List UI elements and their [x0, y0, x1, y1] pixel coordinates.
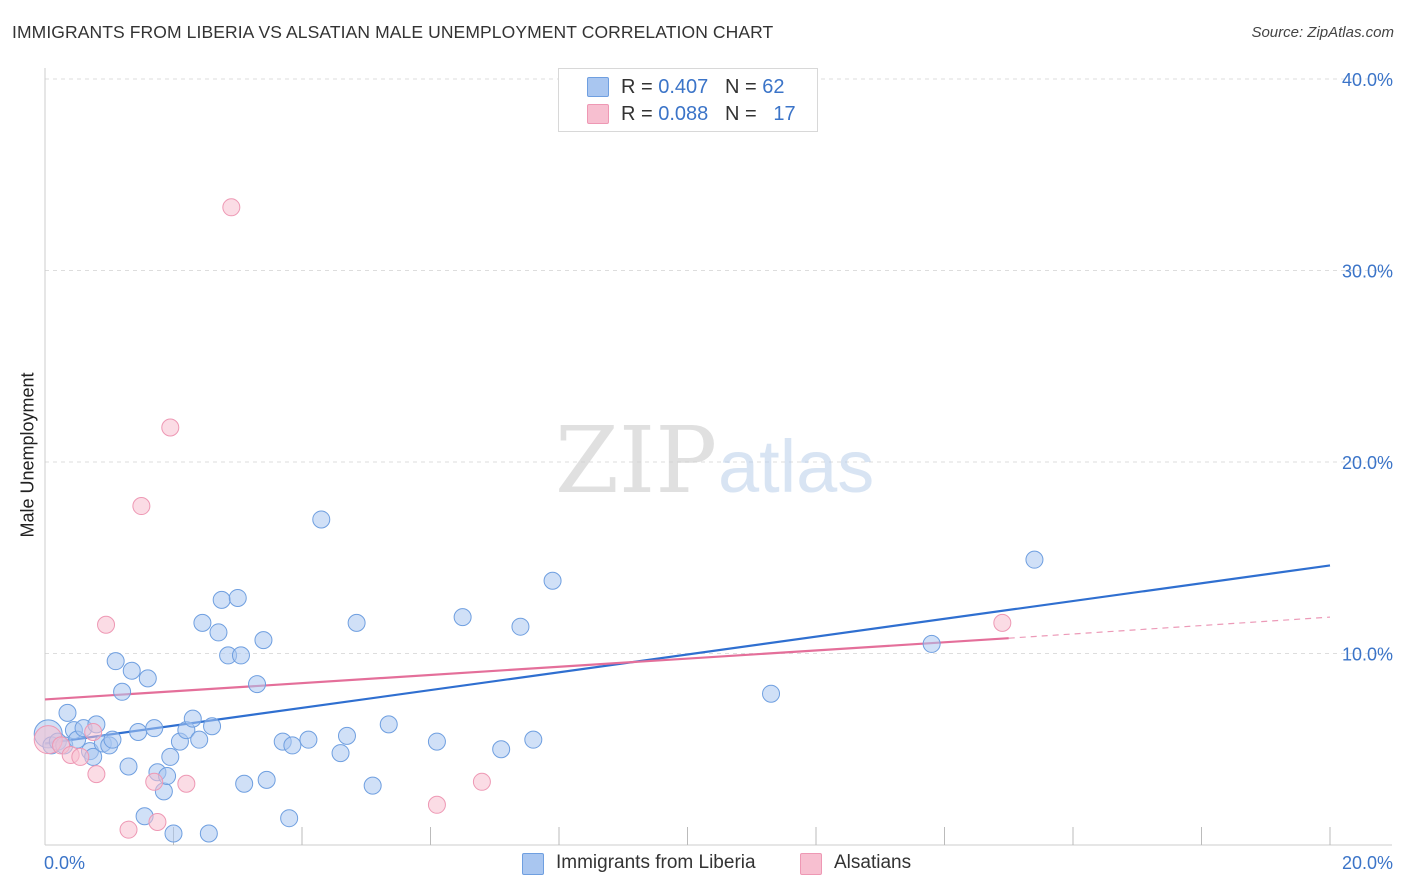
point-alsatian: [84, 723, 103, 742]
bottom-legend-label: Alsatians: [834, 852, 912, 873]
legend-n-label: N =: [724, 103, 763, 125]
legend-n-label: N =: [724, 76, 763, 98]
point-liberia: [129, 723, 148, 742]
legend-n-value: 17: [773, 103, 796, 125]
point-liberia: [299, 730, 318, 749]
point-liberia: [190, 730, 209, 749]
y-tick-label: 10.0%: [1342, 645, 1393, 665]
point-liberia: [922, 634, 941, 653]
watermark-atlas: atlas: [718, 425, 874, 508]
point-alsatian: [87, 765, 106, 784]
trendline-liberia: [44, 564, 1331, 745]
legend-box: R = 0.407 N = 62 R = 0.088 N = 17: [558, 68, 818, 132]
point-alsatian: [148, 813, 167, 832]
chart-title: IMMIGRANTS FROM LIBERIA VS ALSATIAN MALE…: [12, 22, 774, 42]
point-liberia: [58, 703, 77, 722]
y-tick-label: 20.0%: [1342, 453, 1393, 473]
bottom-legend-swatch-blue: [522, 853, 544, 875]
legend-r-value: 0.088: [658, 103, 709, 125]
point-liberia: [280, 809, 299, 828]
point-liberia: [199, 824, 218, 843]
trendline-alsatians-extension: [1008, 616, 1331, 639]
point-liberia: [231, 646, 250, 665]
point-liberia: [113, 682, 132, 701]
point-alsatian: [427, 795, 446, 814]
point-liberia: [492, 740, 511, 759]
point-liberia: [427, 732, 446, 751]
legend-r-label: R =: [621, 103, 659, 125]
point-liberia: [453, 608, 472, 627]
bottom-legend-label: Immigrants from Liberia: [556, 852, 756, 873]
legend-swatch-pink: [587, 104, 609, 124]
point-liberia: [379, 715, 398, 734]
point-liberia: [524, 730, 543, 749]
legend-r-value: 0.407: [658, 76, 709, 98]
point-alsatian: [145, 772, 164, 791]
grid-layer: [45, 78, 1392, 654]
y-axis-label: Male Unemployment: [17, 372, 38, 538]
point-liberia: [183, 709, 202, 728]
bottom-legend-swatch-pink: [800, 853, 822, 875]
x-tick-label: 20.0%: [1342, 853, 1393, 873]
point-liberia: [1025, 550, 1044, 569]
point-liberia: [106, 652, 125, 671]
point-liberia: [331, 744, 350, 763]
trendline-alsatians: [44, 637, 1009, 701]
point-liberia: [193, 613, 212, 632]
point-liberia: [347, 613, 366, 632]
point-liberia: [119, 757, 138, 776]
point-liberia: [312, 510, 331, 529]
trend-layer: [44, 564, 1331, 745]
point-alsatian: [177, 774, 196, 793]
point-liberia: [248, 675, 267, 694]
labels-layer: 10.0% 20.0% 30.0% 40.0% 0.0% 20.0%: [44, 70, 1393, 873]
point-liberia: [363, 776, 382, 795]
legend-r-label: R =: [621, 76, 659, 98]
point-liberia: [103, 730, 122, 749]
point-liberia: [235, 774, 254, 793]
axis-layer: [44, 68, 1392, 846]
point-alsatian: [993, 613, 1012, 632]
y-tick-label: 40.0%: [1342, 70, 1393, 90]
y-tick-label: 30.0%: [1342, 262, 1393, 282]
point-liberia: [209, 623, 228, 642]
point-liberia: [511, 617, 530, 636]
point-liberia: [203, 717, 222, 736]
point-liberia: [543, 571, 562, 590]
point-liberia: [228, 588, 247, 607]
point-alsatian: [97, 615, 116, 634]
point-liberia: [257, 770, 276, 789]
point-alsatian: [132, 497, 151, 516]
legend-swatch-blue: [587, 77, 609, 97]
point-alsatian: [472, 772, 491, 791]
point-liberia: [283, 736, 302, 755]
point-liberia: [164, 824, 183, 843]
point-liberia: [337, 726, 356, 745]
point-liberia: [138, 669, 157, 688]
point-liberia: [161, 747, 180, 766]
point-liberia: [122, 661, 141, 680]
watermark: ZIP atlas: [555, 407, 874, 514]
point-alsatian: [119, 820, 138, 839]
points-layer: [33, 198, 1044, 843]
point-liberia: [145, 719, 164, 738]
point-alsatian: [222, 198, 241, 217]
watermark-zip: ZIP: [555, 407, 717, 514]
point-alsatian: [71, 747, 90, 766]
point-liberia: [212, 590, 231, 609]
point-liberia: [762, 684, 781, 703]
point-alsatian: [161, 418, 180, 437]
x-tick-label: 0.0%: [44, 853, 85, 873]
point-liberia: [254, 631, 273, 650]
chart-source: Source: ZipAtlas.com: [1251, 24, 1394, 41]
legend-n-value: 62: [762, 76, 785, 98]
